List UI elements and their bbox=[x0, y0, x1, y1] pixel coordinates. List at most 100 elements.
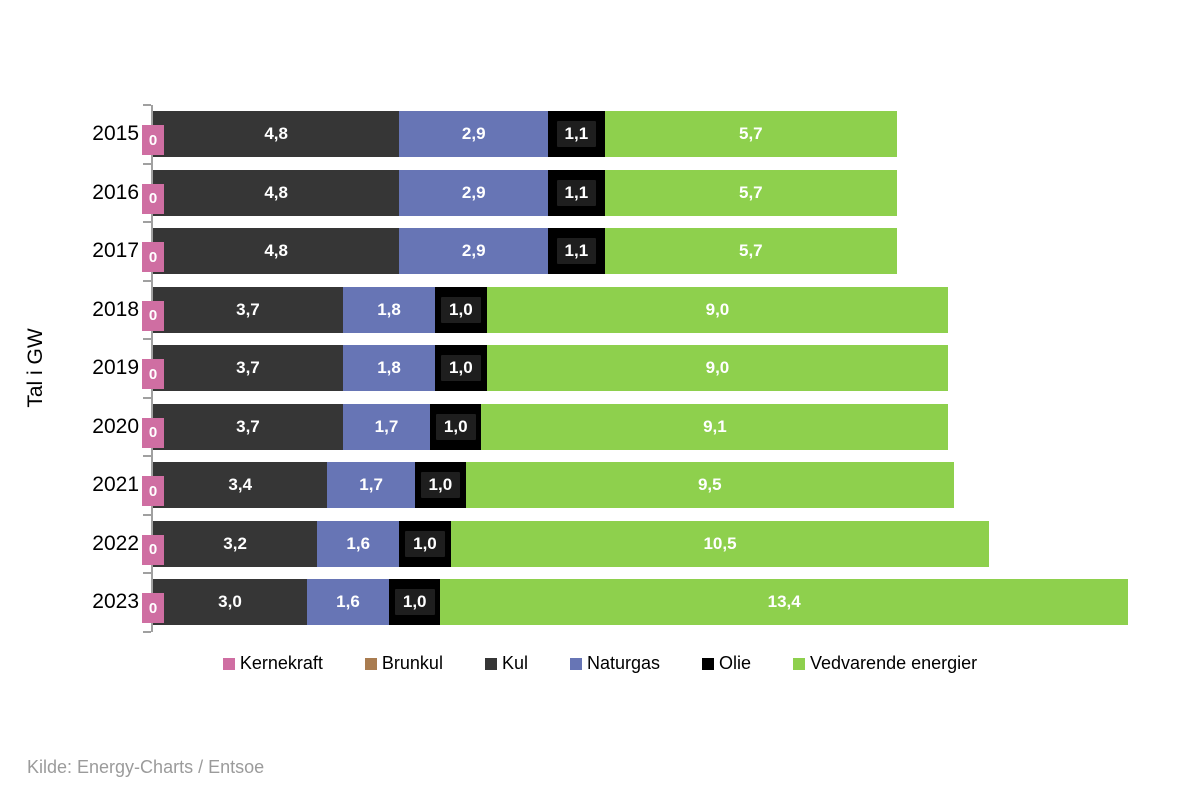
legend-item-kul: Kul bbox=[484, 653, 528, 674]
segment-value-label: 1,0 bbox=[420, 472, 461, 499]
segment-vedvarende: 13,4 bbox=[440, 579, 1128, 626]
bar-row-2021: 2021 0 3,4 1,7 1,0 9,5 bbox=[92, 456, 1128, 515]
stacked-bar: 0 4,8 2,9 1,1 5,7 bbox=[142, 111, 898, 158]
segment-olie: 1,0 bbox=[435, 345, 487, 392]
segment-naturgas: 2,9 bbox=[399, 169, 549, 216]
bar-row-2019: 2019 0 3,7 1,8 1,0 9,0 bbox=[92, 339, 1128, 398]
legend-swatch-icon bbox=[364, 657, 377, 670]
segment-naturgas: 1,8 bbox=[342, 286, 436, 333]
segment-olie: 1,0 bbox=[389, 579, 441, 626]
segment-kul: 3,7 bbox=[153, 345, 343, 392]
segment-kul: 3,2 bbox=[153, 520, 318, 567]
bar-row-2023: 2023 0 3,0 1,6 1,0 13,4 bbox=[92, 573, 1128, 632]
legend-label: Olie bbox=[719, 653, 752, 673]
zero-value-box-kernekraft: 0 bbox=[142, 417, 164, 448]
segment-vedvarende: 10,5 bbox=[450, 520, 990, 567]
segment-naturgas: 1,7 bbox=[342, 403, 431, 450]
axis-tick bbox=[143, 513, 151, 516]
segment-olie: 1,0 bbox=[414, 462, 467, 509]
segment-value-label: 1,0 bbox=[435, 413, 476, 440]
segment-value-label: 9,0 bbox=[705, 299, 730, 319]
category-label: 2020 bbox=[92, 414, 139, 438]
segment-value-label: 4,8 bbox=[264, 241, 288, 261]
category-label: 2015 bbox=[92, 122, 139, 146]
axis-tick bbox=[143, 455, 151, 457]
category-label: 2023 bbox=[92, 590, 139, 614]
category-label: 2017 bbox=[92, 239, 139, 263]
segment-naturgas: 1,8 bbox=[342, 345, 436, 392]
segment-value-label: 4,8 bbox=[264, 124, 288, 144]
segment-olie: 1,1 bbox=[548, 169, 605, 216]
segment-value-label: 3,7 bbox=[236, 299, 260, 319]
segment-value-label: 5,7 bbox=[738, 241, 763, 261]
segment-value-label: 4,8 bbox=[264, 182, 288, 202]
segment-naturgas: 2,9 bbox=[399, 111, 549, 158]
legend-item-olie: Olie bbox=[702, 653, 751, 674]
segment-value-label: 1,7 bbox=[374, 416, 399, 436]
bar-row-2018: 2018 0 3,7 1,8 1,0 9,0 bbox=[92, 281, 1128, 340]
segment-kul: 4,8 bbox=[153, 111, 400, 158]
segment-value-label: 3,7 bbox=[236, 416, 260, 436]
zero-value-box-kernekraft: 0 bbox=[142, 476, 164, 507]
segment-olie: 1,1 bbox=[548, 111, 605, 158]
segment-value-label: 3,4 bbox=[228, 475, 253, 495]
segment-value-label: 3,7 bbox=[236, 358, 260, 378]
axis-tick bbox=[143, 338, 151, 340]
segment-value-label: 9,5 bbox=[697, 475, 722, 495]
segment-naturgas: 1,6 bbox=[306, 579, 390, 626]
legend: Kernekraft Brunkul Kul Naturgas Olie Vedvaren… bbox=[0, 653, 1200, 674]
segment-value-label: 2,9 bbox=[461, 124, 486, 144]
segment-vedvarende: 5,7 bbox=[604, 111, 898, 158]
legend-label: Naturgas bbox=[586, 653, 660, 673]
segment-value-label: 1,6 bbox=[336, 592, 360, 612]
axis-tick bbox=[143, 279, 151, 282]
segment-value-label: 1,1 bbox=[556, 179, 597, 206]
legend-label: Kul bbox=[501, 653, 528, 673]
legend-label: Kernekraft bbox=[239, 653, 323, 673]
segment-olie: 1,0 bbox=[399, 520, 451, 567]
legend-swatch-icon bbox=[484, 657, 497, 670]
stacked-bar: 0 4,8 2,9 1,1 5,7 bbox=[142, 228, 898, 275]
segment-naturgas: 1,7 bbox=[327, 462, 415, 509]
zero-value-box-kernekraft: 0 bbox=[142, 125, 164, 156]
axis-tick bbox=[143, 162, 151, 165]
legend-swatch-icon bbox=[222, 657, 235, 670]
segment-value-label: 13,4 bbox=[767, 592, 801, 612]
y-axis-title: Tal i GW bbox=[24, 328, 47, 408]
axis-tick bbox=[143, 104, 151, 106]
bar-row-2016: 2016 0 4,8 2,9 1,1 5,7 bbox=[92, 164, 1128, 223]
segment-kul: 3,4 bbox=[153, 462, 328, 509]
category-label: 2022 bbox=[92, 531, 139, 555]
axis-tick bbox=[143, 221, 151, 223]
stacked-bar: 0 3,7 1,8 1,0 9,0 bbox=[142, 286, 949, 333]
stacked-bar: 0 3,0 1,6 1,0 13,4 bbox=[142, 579, 1128, 626]
segment-value-label: 5,7 bbox=[738, 124, 763, 144]
segment-vedvarende: 9,5 bbox=[466, 462, 954, 509]
segment-naturgas: 2,9 bbox=[399, 228, 549, 275]
legend-swatch-icon bbox=[569, 657, 582, 670]
segment-value-label: 9,0 bbox=[705, 358, 730, 378]
segment-value-label: 3,2 bbox=[223, 533, 247, 553]
segment-olie: 1,0 bbox=[430, 403, 482, 450]
zero-value-box-kernekraft: 0 bbox=[142, 359, 164, 390]
segment-value-label: 1,8 bbox=[377, 299, 401, 319]
segment-vedvarende: 5,7 bbox=[604, 169, 898, 216]
category-label: 2019 bbox=[92, 356, 139, 380]
category-label: 2021 bbox=[92, 473, 139, 497]
zero-value-box-kernekraft: 0 bbox=[142, 593, 164, 624]
legend-item-kernekraft: Kernekraft bbox=[222, 653, 323, 674]
source-text: Kilde: Energy-Charts / Entsoe bbox=[27, 757, 265, 777]
segment-kul: 3,7 bbox=[153, 286, 343, 333]
segment-value-label: 5,7 bbox=[738, 182, 763, 202]
segment-naturgas: 1,6 bbox=[317, 520, 400, 567]
zero-value-box-kernekraft: 0 bbox=[142, 242, 164, 273]
zero-value-box-kernekraft: 0 bbox=[142, 183, 164, 214]
legend-item-naturgas: Naturgas bbox=[569, 653, 660, 674]
category-label: 2018 bbox=[92, 297, 139, 321]
segment-vedvarende: 9,0 bbox=[486, 286, 949, 333]
segment-value-label: 1,6 bbox=[346, 533, 371, 553]
bar-row-2015: 2015 0 4,8 2,9 1,1 5,7 bbox=[92, 105, 1128, 164]
segment-value-label: 9,1 bbox=[703, 416, 727, 436]
legend-label: Vedvarende energier bbox=[810, 653, 978, 673]
axis-tick bbox=[143, 572, 151, 574]
